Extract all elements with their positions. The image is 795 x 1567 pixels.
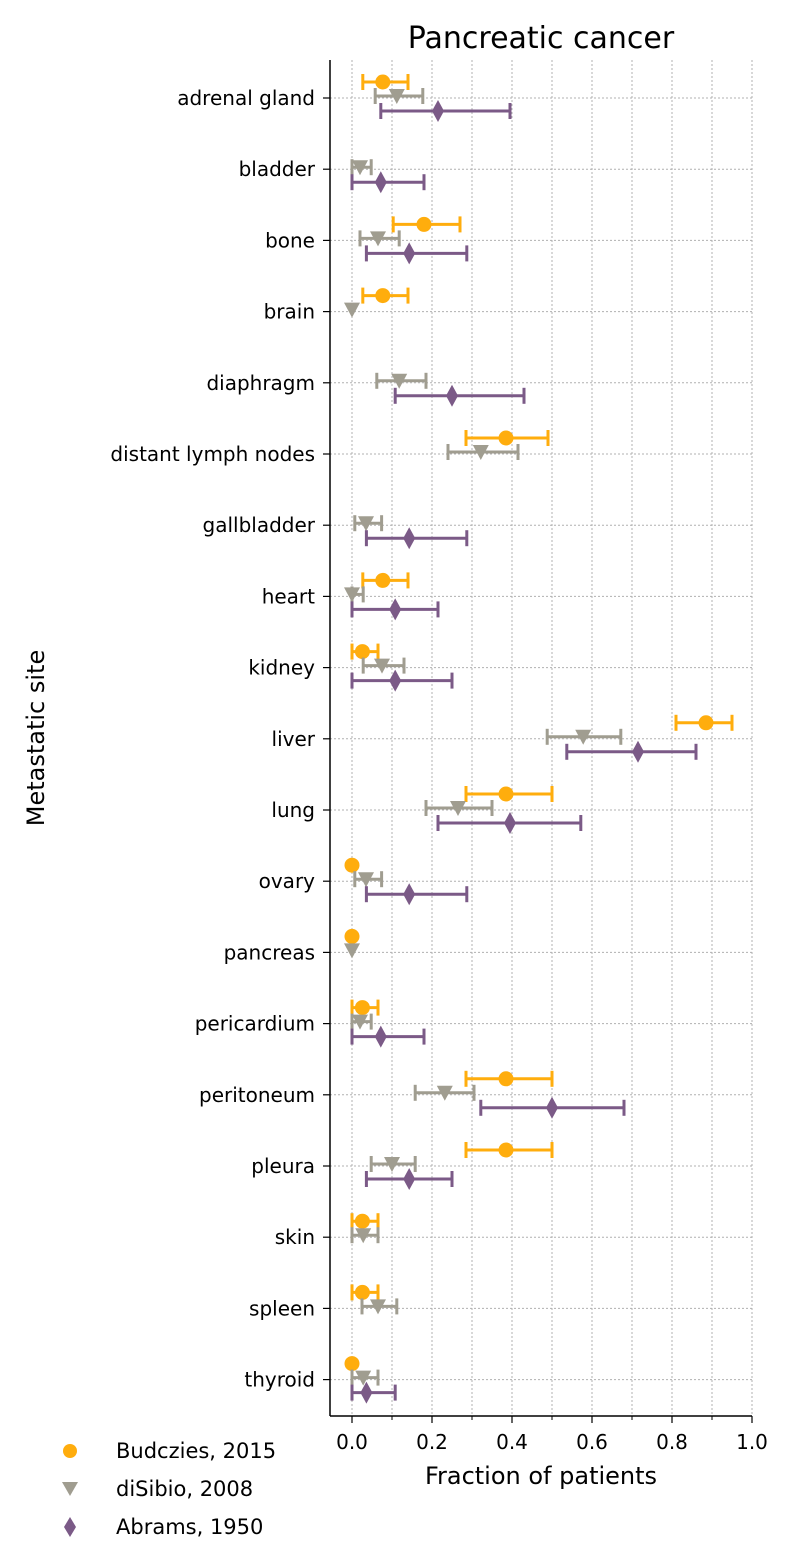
x-tick-label: 1.0 (736, 1430, 768, 1454)
y-tick-label: bone (265, 228, 315, 252)
data-point-triangle (450, 801, 466, 816)
data-point-circle (375, 74, 391, 90)
y-tick-label: peritoneum (199, 1083, 315, 1107)
legend-marker-circle-icon (52, 1439, 102, 1463)
data-point-diamond (432, 100, 444, 122)
data-point-diamond (389, 669, 402, 692)
data-point-circle (498, 430, 514, 446)
y-tick-label: thyroid (244, 1368, 315, 1392)
data-point-circle (354, 1213, 370, 1229)
legend-label: Abrams, 1950 (116, 1515, 264, 1539)
y-tick-label: brain (264, 300, 315, 324)
y-tick-label: gallbladder (203, 513, 316, 537)
data-point-triangle (344, 302, 360, 318)
data-point-circle (354, 1284, 370, 1300)
data-point-circle (698, 715, 714, 731)
data-point-triangle (575, 729, 592, 745)
data-point-triangle (352, 160, 368, 176)
legend-item-budczies: Budczies, 2015 (52, 1432, 276, 1470)
legend-marker-triangle-down-icon (52, 1477, 102, 1501)
data-point-triangle (352, 1014, 368, 1030)
data-point-triangle (355, 1228, 372, 1244)
data-point-triangle (344, 943, 360, 959)
y-tick-label: spleen (249, 1296, 315, 1320)
data-point-circle (344, 1356, 360, 1372)
data-point-circle (498, 1071, 514, 1087)
legend: Budczies, 2015 diSibio, 2008 Abrams, 195… (52, 1432, 276, 1546)
x-tick-label: 0.2 (416, 1430, 448, 1454)
y-tick-label: kidney (248, 656, 315, 680)
data-point-triangle (370, 1299, 386, 1315)
data-point-diamond (374, 1025, 387, 1048)
data-point-circle (375, 288, 391, 304)
x-tick-label: 0.8 (656, 1430, 688, 1454)
data-point-diamond (389, 598, 402, 621)
legend-item-abrams: Abrams, 1950 (52, 1508, 276, 1546)
y-tick-label: adrenal gland (177, 86, 315, 110)
data-point-triangle (344, 587, 360, 603)
data-point-diamond (504, 812, 516, 834)
data-point-circle (344, 928, 360, 944)
chart-title: Pancreatic cancer (408, 21, 675, 56)
data-point-triangle (384, 1157, 400, 1172)
data-point-diamond (374, 171, 387, 194)
data-point-diamond (446, 384, 458, 407)
marks-layer (344, 74, 734, 1404)
data-point-diamond (546, 1096, 558, 1119)
x-tick-label: 0.0 (336, 1430, 368, 1454)
grid-layer (330, 60, 753, 1416)
data-point-circle (416, 216, 432, 232)
legend-label: Budczies, 2015 (116, 1439, 277, 1463)
legend-marker-diamond-icon (52, 1515, 102, 1539)
data-point-diamond (403, 242, 416, 265)
data-point-triangle (472, 445, 489, 460)
x-axis-label: Fraction of patients (425, 1462, 657, 1490)
data-point-circle (498, 1142, 514, 1158)
x-tick-label: 0.4 (496, 1430, 528, 1454)
data-point-triangle (370, 231, 386, 247)
data-point-circle (354, 1000, 370, 1016)
y-tick-label: skin (275, 1225, 315, 1249)
y-tick-label: liver (272, 727, 316, 751)
data-point-diamond (403, 883, 416, 906)
y-tick-label: distant lymph nodes (110, 442, 315, 466)
data-point-diamond (360, 1381, 373, 1404)
axes-layer: 0.0 0.2 0.4 0.6 0.8 1.0 adrenal gland bladder bo… (110, 60, 768, 1454)
data-point-circle (354, 644, 370, 660)
data-point-triangle (388, 89, 405, 104)
y-tick-label: bladder (239, 157, 316, 181)
data-point-diamond (403, 1168, 416, 1190)
legend-item-disibio: diSibio, 2008 (52, 1470, 276, 1508)
y-tick-label: ovary (259, 869, 316, 893)
data-point-diamond (403, 527, 416, 550)
data-point-diamond (632, 740, 644, 763)
legend-label: diSibio, 2008 (116, 1477, 254, 1501)
data-point-circle (498, 786, 514, 802)
y-tick-label: lung (271, 798, 315, 822)
data-point-triangle (391, 373, 408, 389)
data-point-triangle (374, 658, 390, 674)
y-tick-label: pleura (251, 1154, 315, 1178)
data-point-triangle (358, 872, 374, 888)
y-tick-label: pancreas (224, 940, 315, 964)
data-point-triangle (355, 1370, 372, 1386)
y-tick-label: pericardium (195, 1012, 315, 1036)
data-point-circle (344, 857, 360, 873)
data-point-triangle (436, 1085, 453, 1101)
y-tick-label: diaphragm (206, 371, 315, 395)
data-point-circle (375, 572, 391, 588)
y-axis-label: Metastatic site (22, 650, 50, 826)
data-point-triangle (358, 516, 374, 532)
y-tick-label: heart (262, 584, 315, 608)
x-tick-label: 0.6 (576, 1430, 608, 1454)
